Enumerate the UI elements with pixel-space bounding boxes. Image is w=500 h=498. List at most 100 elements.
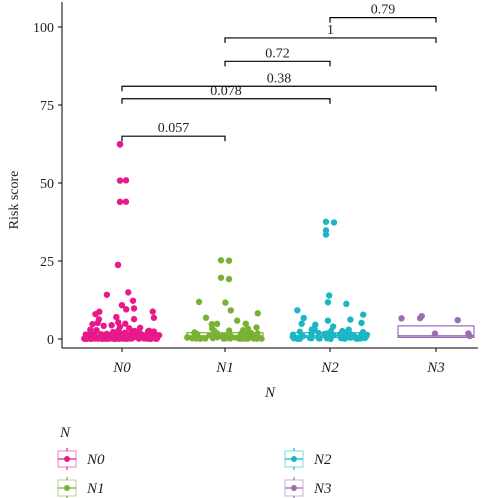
data-point-N2 <box>343 300 350 308</box>
data-point-N0 <box>130 315 138 323</box>
p-value-label: 0.38 <box>267 71 292 86</box>
x-tick-label: N0 <box>112 360 131 376</box>
data-point-N0 <box>136 324 144 331</box>
data-point-N0 <box>103 330 110 337</box>
data-point-N0 <box>129 297 137 304</box>
data-point-N3 <box>431 330 439 337</box>
data-point-N0 <box>117 335 124 342</box>
data-point-N0 <box>109 335 116 342</box>
y-tick-label: 0 <box>47 333 54 348</box>
x-axis-title: N <box>264 385 276 401</box>
data-point-N0 <box>116 141 124 148</box>
data-point-N1 <box>225 327 233 334</box>
data-point-N1 <box>225 275 233 283</box>
data-point-N2 <box>324 299 332 306</box>
data-point-N0 <box>125 289 132 296</box>
data-point-N0 <box>127 335 134 342</box>
data-point-N1 <box>217 257 225 264</box>
p-value-label: 0.078 <box>210 84 242 99</box>
data-point-N0 <box>113 313 120 321</box>
data-point-N2 <box>336 331 343 338</box>
data-point-N0 <box>130 305 138 312</box>
data-point-N1 <box>222 332 229 339</box>
box-N3 <box>397 325 475 339</box>
data-point-N1 <box>202 314 210 321</box>
data-point-N0 <box>87 328 94 335</box>
data-point-N1 <box>241 335 248 342</box>
data-point-N1 <box>217 274 225 281</box>
legend-label-N0: N0 <box>86 452 105 468</box>
comparison-bracket <box>329 17 437 23</box>
data-point-N1 <box>227 307 234 314</box>
data-point-N0 <box>123 306 130 313</box>
data-point-N0 <box>103 291 111 298</box>
data-point-N0 <box>100 322 107 330</box>
data-point-N1 <box>191 329 198 336</box>
y-axis-title: Risk score <box>7 171 22 230</box>
data-point-N2 <box>297 335 304 342</box>
data-point-N2 <box>307 334 314 341</box>
comparison-brackets: 0.057 0.078 0.38 0.72 1 0.79 <box>121 3 437 142</box>
data-point-N2 <box>322 227 330 234</box>
data-point-N3 <box>454 316 461 324</box>
data-point-N1 <box>222 299 229 306</box>
data-point-N0 <box>89 320 96 328</box>
data-point-N0 <box>83 332 90 339</box>
data-point-N2 <box>296 328 303 335</box>
data-point-N1 <box>213 320 221 328</box>
comparison-bracket <box>224 37 437 43</box>
legend-key-dot <box>64 456 70 462</box>
data-point-N0 <box>144 328 151 335</box>
p-value-label: 0.72 <box>265 46 290 61</box>
data-point-N1 <box>253 324 260 331</box>
data-point-N1 <box>214 332 221 339</box>
data-point-N2 <box>300 314 307 322</box>
legend-label-N2: N2 <box>313 452 332 468</box>
legend-title: N <box>59 425 71 441</box>
data-point-N0 <box>94 319 101 327</box>
data-point-N0 <box>116 198 124 206</box>
data-point-N2 <box>298 320 305 327</box>
data-point-N0 <box>99 335 106 342</box>
data-point-N0 <box>92 310 99 318</box>
legend-key-N2 <box>284 448 304 470</box>
data-point-N1 <box>195 298 203 306</box>
p-value-label: 1 <box>327 23 334 38</box>
data-point-N2 <box>294 307 301 314</box>
axes: Risk score N <box>7 2 478 401</box>
data-point-N2 <box>326 292 333 299</box>
legend-key-dot <box>64 485 70 491</box>
data-point-N2 <box>321 330 328 337</box>
data-point-N2 <box>315 329 322 336</box>
data-point-N1 <box>227 334 234 341</box>
data-point-N0 <box>108 322 115 329</box>
y-tick-label: 50 <box>40 177 54 192</box>
x-tick-label: N3 <box>426 360 445 376</box>
data-point-N1 <box>248 329 255 336</box>
data-point-N2 <box>324 317 332 324</box>
data-point-N0 <box>116 177 124 184</box>
legend-label-N3: N3 <box>313 481 332 497</box>
x-tick-label: N2 <box>320 360 339 376</box>
data-point-N3 <box>466 332 473 340</box>
y-ticks: 0 25 50 75 100 <box>33 21 62 348</box>
p-value-label: 0.79 <box>371 3 396 18</box>
data-point-N1 <box>194 334 201 341</box>
legend-key-N0 <box>57 448 77 470</box>
data-point-N0 <box>149 308 156 315</box>
data-point-N0 <box>122 320 129 327</box>
data-point-N0 <box>146 334 153 341</box>
data-point-N2 <box>357 335 364 342</box>
data-point-N3 <box>416 314 424 322</box>
comparison-bracket <box>224 60 331 67</box>
data-point-N0 <box>122 198 130 205</box>
data-point-N0 <box>103 335 110 342</box>
data-point-N0 <box>114 261 122 269</box>
data-point-N0 <box>110 330 117 337</box>
legend-key-dot <box>291 485 297 491</box>
data-point-N0 <box>153 334 160 341</box>
data-point-N2 <box>322 218 330 225</box>
legend-key-N1 <box>57 477 77 498</box>
data-point-N2 <box>330 332 337 339</box>
